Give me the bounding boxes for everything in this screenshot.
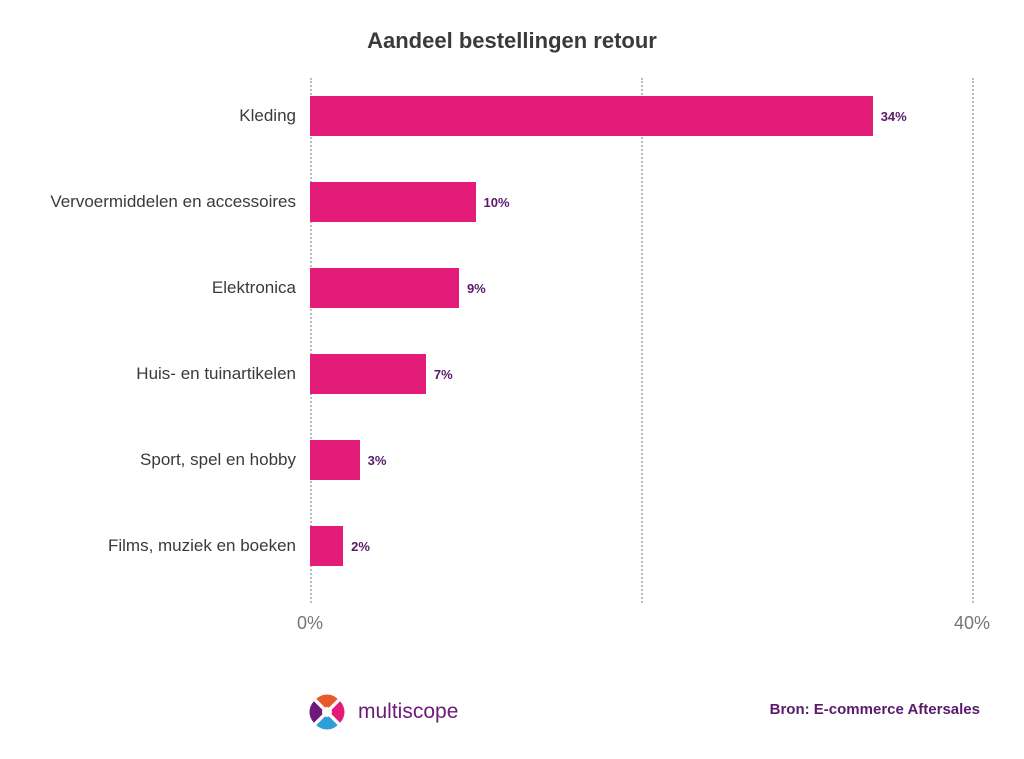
bar-row: Sport, spel en hobby3%	[310, 440, 972, 480]
category-label: Vervoermiddelen en accessoires	[50, 192, 310, 212]
bar-row: Films, muziek en boeken2%	[310, 526, 972, 566]
source-attribution: Bron: E-commerce Aftersales	[770, 701, 980, 718]
value-label: 9%	[459, 281, 486, 296]
x-axis-tick: 0%	[297, 613, 323, 634]
value-label: 2%	[343, 539, 370, 554]
category-label: Films, muziek en boeken	[108, 536, 310, 556]
gridline	[310, 78, 312, 603]
footer: multiscope Bron: E-commerce Aftersales	[0, 679, 1024, 759]
brand-logo-text: multiscope	[358, 700, 458, 724]
category-label: Sport, spel en hobby	[140, 450, 310, 470]
logo-petal	[316, 714, 337, 733]
x-axis-tick: 40%	[954, 613, 990, 634]
category-label: Huis- en tuinartikelen	[136, 364, 310, 384]
value-label: 3%	[360, 453, 387, 468]
value-label: 7%	[426, 367, 453, 382]
value-label: 10%	[476, 195, 510, 210]
brand-logo: multiscope	[306, 691, 458, 733]
chart-area: 0%40%Kleding34%Vervoermiddelen en access…	[0, 78, 1024, 638]
logo-petal	[329, 701, 348, 722]
plot-region: 0%40%Kleding34%Vervoermiddelen en access…	[310, 78, 972, 603]
logo-petal	[316, 691, 337, 710]
multiscope-logo-icon	[306, 691, 348, 733]
bar	[310, 182, 476, 222]
category-label: Elektronica	[212, 278, 310, 298]
value-label: 34%	[873, 109, 907, 124]
bar-row: Vervoermiddelen en accessoires10%	[310, 182, 972, 222]
bar-row: Kleding34%	[310, 96, 972, 136]
bar	[310, 440, 360, 480]
gridline	[972, 78, 974, 603]
bar	[310, 96, 873, 136]
chart-container: Aandeel bestellingen retour 0%40%Kleding…	[0, 0, 1024, 759]
gridline	[641, 78, 643, 603]
bar-row: Huis- en tuinartikelen7%	[310, 354, 972, 394]
bar	[310, 268, 459, 308]
bar-row: Elektronica9%	[310, 268, 972, 308]
logo-petal	[306, 701, 325, 722]
bar	[310, 526, 343, 566]
bar	[310, 354, 426, 394]
chart-title: Aandeel bestellingen retour	[0, 0, 1024, 54]
category-label: Kleding	[239, 106, 310, 126]
